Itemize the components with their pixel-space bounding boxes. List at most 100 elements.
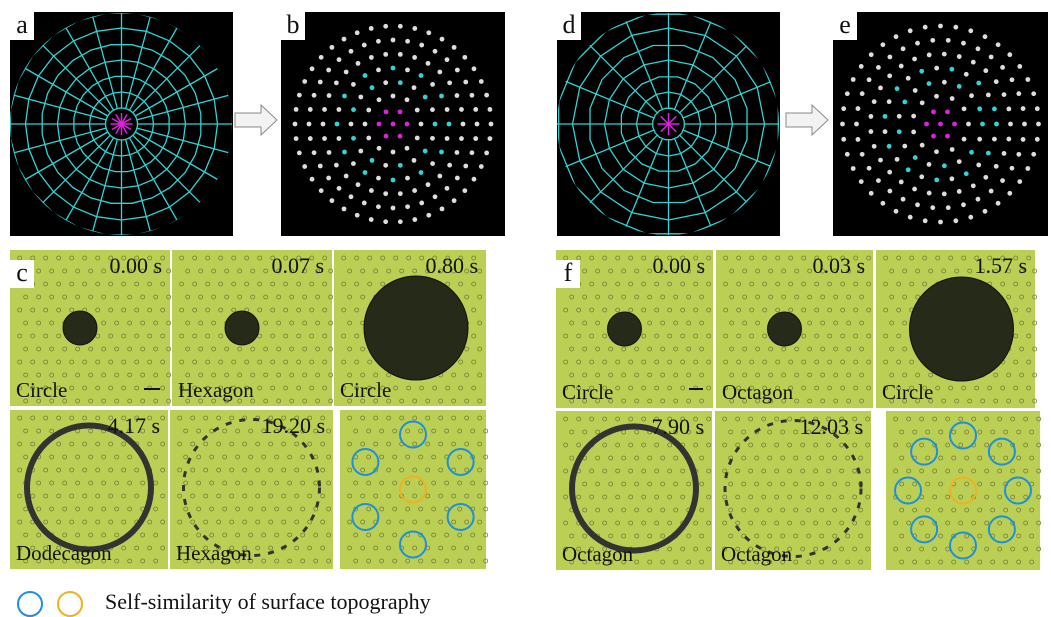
dot: [989, 189, 994, 194]
dot: [860, 91, 865, 96]
dot: [983, 34, 988, 39]
dot: [335, 122, 340, 127]
dot: [342, 206, 347, 211]
dot: [869, 52, 874, 57]
dot: [334, 80, 339, 85]
dot: [423, 149, 428, 154]
dot: [938, 220, 943, 225]
dot: [319, 55, 324, 60]
dot: [901, 197, 906, 202]
dot: [391, 178, 396, 183]
dot: [355, 30, 360, 35]
dot: [1010, 77, 1015, 82]
dot: [927, 162, 932, 167]
dot: [911, 114, 916, 119]
dot: [297, 150, 302, 155]
dot: [383, 219, 388, 224]
dot: [1031, 152, 1036, 157]
dot: [953, 25, 958, 30]
dot: [412, 188, 417, 193]
frame-time: 1.57 s: [974, 253, 1027, 278]
dot: [902, 99, 907, 104]
frame-caption: Circle: [562, 380, 613, 404]
dot: [473, 107, 478, 112]
dot: [880, 201, 885, 206]
frame-caption: Octagon: [562, 542, 634, 566]
dot: [307, 122, 312, 127]
dot: [327, 150, 332, 155]
dot: [459, 107, 464, 112]
dot: [841, 106, 846, 111]
dot: [455, 68, 460, 73]
dot: [376, 204, 381, 209]
dot: [957, 189, 962, 194]
dot: [950, 96, 955, 101]
dot: [356, 61, 361, 66]
panel-label: d: [563, 10, 576, 39]
dot: [430, 136, 435, 141]
dot: [452, 198, 457, 203]
dot: [924, 122, 929, 127]
dot: [426, 182, 431, 187]
dot: [1006, 137, 1011, 142]
dot: [859, 64, 864, 69]
dot: [369, 188, 374, 193]
dot: [927, 81, 932, 86]
dot: [966, 122, 971, 127]
frame-time: 0.03 s: [812, 253, 865, 278]
dot: [455, 93, 460, 98]
dot: [412, 55, 417, 60]
dot: [439, 150, 444, 155]
frame-time: 0.00 s: [652, 253, 705, 278]
dot: [856, 137, 861, 142]
dot: [344, 70, 349, 75]
dot: [405, 39, 410, 44]
dot: [851, 77, 856, 82]
dot: [447, 122, 452, 127]
dot: [880, 42, 885, 47]
dot: [938, 24, 943, 29]
dot: [915, 202, 920, 207]
dot: [376, 68, 381, 73]
frame-time: 0.00 s: [109, 253, 162, 278]
dot: [383, 24, 388, 29]
legend-marker: [58, 592, 82, 616]
frame-time: 19.20 s: [261, 413, 325, 438]
dot: [437, 70, 442, 75]
frame-caption: Dodecagon: [16, 541, 112, 565]
dot: [989, 55, 994, 60]
dot: [405, 204, 410, 209]
panel-label: b: [287, 10, 300, 39]
frame-time: 12.03 s: [799, 414, 863, 439]
dot: [942, 191, 947, 196]
dot: [405, 68, 410, 73]
dot: [994, 164, 999, 169]
dot: [383, 191, 388, 196]
dot: [961, 202, 966, 207]
dot: [433, 122, 438, 127]
dot: [419, 201, 424, 206]
dot: [463, 80, 468, 85]
dot: [897, 129, 902, 134]
dot: [869, 129, 874, 134]
dot: [1008, 122, 1013, 127]
dot: [860, 152, 865, 157]
dot: [895, 86, 900, 91]
dot: [326, 68, 331, 73]
dot: [945, 134, 950, 139]
dot: [349, 49, 354, 54]
dot: [398, 52, 403, 57]
dot: [845, 91, 850, 96]
dot: [908, 28, 913, 33]
dot: [1025, 77, 1030, 82]
dot: [913, 155, 918, 160]
dot: [445, 107, 450, 112]
dot: [976, 197, 981, 202]
dot: [878, 158, 883, 163]
dot: [1021, 106, 1026, 111]
dot: [445, 136, 450, 141]
dot: [856, 106, 861, 111]
dot: [391, 206, 396, 211]
frame-caption: Circle: [16, 378, 67, 402]
dot: [430, 107, 435, 112]
